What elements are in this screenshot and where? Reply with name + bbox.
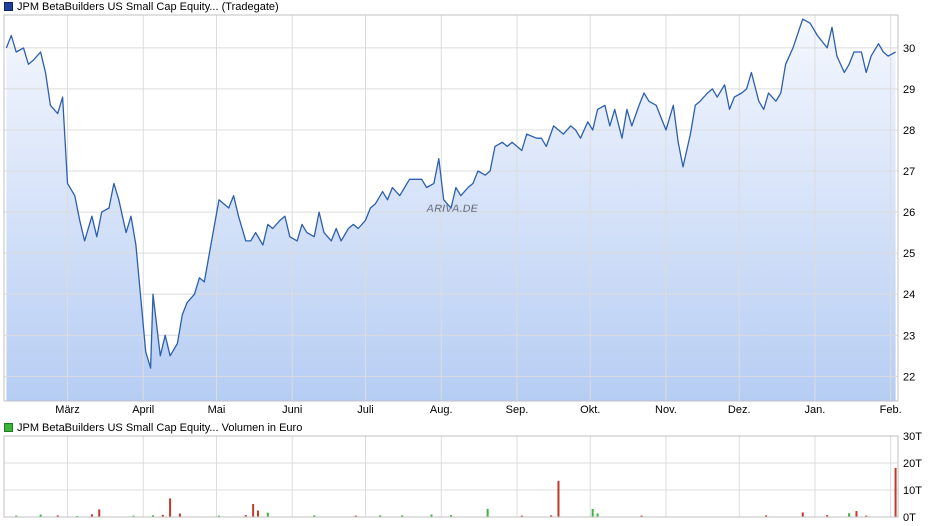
volume-bar [257,510,260,517]
volume-bar [161,514,164,517]
price-y-tick-label: 28 [903,125,915,137]
price-legend-swatch [4,1,13,11]
volume-bar [430,514,433,517]
volume-bar [848,513,851,517]
volume-panel: 0T 10T 20T 30T [3,431,922,524]
price-y-tick-label: 30 [903,43,915,55]
month-tick-label: Dez. [728,404,751,416]
volume-bar [557,480,560,517]
volume-bar [313,515,316,517]
volume-bar [640,515,643,517]
price-y-tick-label: 25 [903,248,915,260]
volume-bar [217,515,220,517]
volume-bar [90,514,93,517]
volume-y-tick-label: 10T [903,485,922,497]
price-y-tick-label: 26 [903,207,915,219]
volume-bar [826,515,829,517]
volume-bar [132,515,135,517]
volume-legend-label: JPM BetaBuilders US Small Cap Equity... … [17,422,303,434]
price-legend: JPM BetaBuilders US Small Cap Equity... … [4,0,279,14]
volume-bar [550,515,553,517]
price-y-tick-label: 22 [903,371,915,383]
volume-legend-swatch [4,422,13,432]
month-tick-label: Okt. [580,404,600,416]
month-tick-label: Aug. [430,404,453,416]
price-frame [3,14,899,402]
volume-plot-background [4,436,898,517]
price-y-tick-label: 24 [903,289,915,301]
volume-bar [596,513,599,517]
volume-legend: JPM BetaBuilders US Small Cap Equity... … [4,421,302,435]
month-tick-label: Nov. [655,404,677,416]
volume-bar [178,513,181,517]
volume-bar [520,515,523,517]
price-panel: ARIVA.DE 22 23 24 25 26 27 28 29 30 März April Mai Ju… [3,14,915,416]
volume-y-tick-label: 30T [903,431,922,443]
volume-y-tick-label: 0T [903,512,916,524]
volume-bar [591,508,594,517]
volume-bar [450,515,452,517]
price-area [6,19,896,401]
month-tick-label: Feb. [880,404,902,416]
volume-bar [98,509,101,517]
volume-frame [3,435,899,518]
volume-bar [39,514,42,517]
month-tick-label: Jan. [805,404,826,416]
volume-bar [486,508,489,517]
volume-bar [244,515,247,517]
volume-bar [894,467,897,517]
volume-bar [865,515,868,517]
month-tick-label: Juni [282,404,302,416]
volume-bar [379,515,382,517]
volume-bar [765,515,768,517]
price-y-tick-label: 27 [903,166,915,178]
month-tick-label: April [132,404,154,416]
month-tick-label: März [55,404,79,416]
month-tick-label: Juli [357,404,374,416]
price-line [5,18,896,369]
price-y-tick-label: 29 [903,84,915,96]
volume-bar [855,511,858,517]
volume-bar [76,515,79,517]
watermark: ARIVA.DE [425,203,478,215]
volume-bar [152,515,154,517]
month-tick-label: Sep. [506,404,529,416]
volume-bar [252,504,255,517]
volume-bar [266,512,269,517]
volume-bar [169,498,172,517]
price-y-tick-label: 23 [903,330,915,342]
price-legend-label: JPM BetaBuilders US Small Cap Equity... … [17,1,279,13]
volume-bar [354,515,357,517]
month-tick-label: Mai [208,404,226,416]
volume-y-tick-label: 20T [903,458,922,470]
volume-bar [15,515,18,517]
volume-bar [56,515,59,517]
volume-bar [801,512,804,517]
volume-bar [401,515,404,517]
